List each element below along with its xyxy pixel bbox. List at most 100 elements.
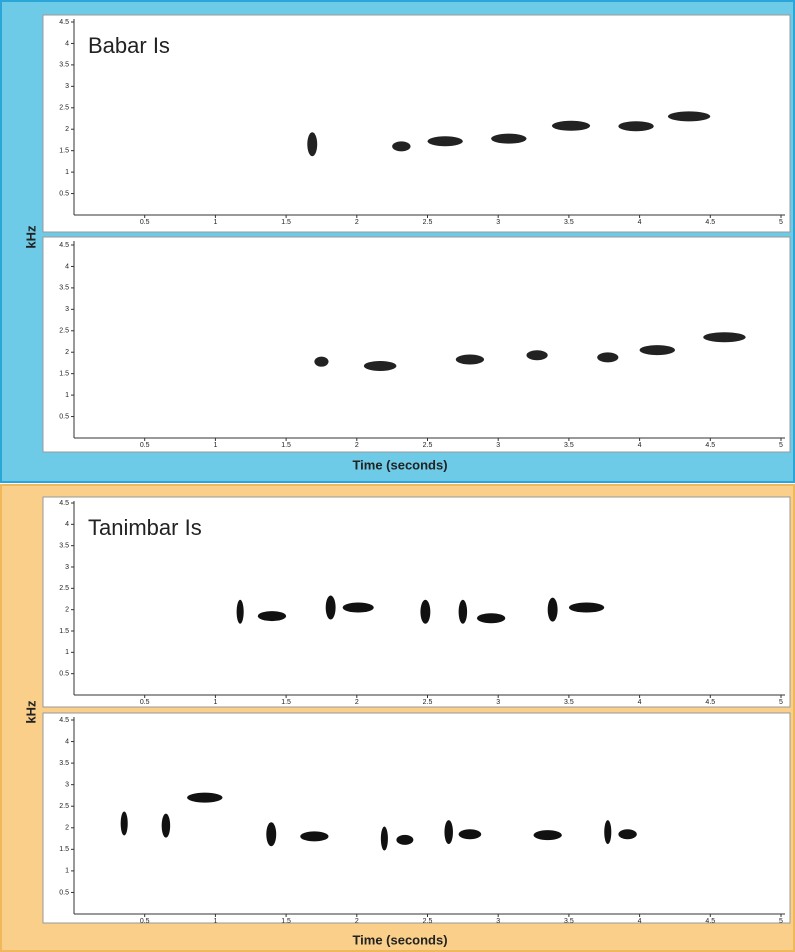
y-tick-label: 0.5 — [59, 413, 69, 420]
x-tick-label: 0.5 — [140, 219, 150, 226]
x-tick-label: 5 — [779, 699, 783, 706]
note — [526, 350, 548, 361]
note — [597, 352, 619, 363]
x-tick-label: 1 — [213, 219, 217, 226]
y-tick-label: 0.5 — [59, 190, 69, 197]
x-tick-label: 0.5 — [140, 442, 150, 449]
y-tick-label: 1.5 — [59, 628, 69, 635]
y-tick-label: 2.5 — [59, 585, 69, 592]
note — [667, 111, 711, 122]
note — [551, 120, 591, 131]
y-tick-label: 4 — [65, 521, 69, 528]
x-tick-label: 1 — [213, 699, 217, 706]
y-tick-label: 4 — [65, 738, 69, 745]
x-tick-label: 5 — [779, 442, 783, 449]
y-tick-label: 4.5 — [59, 500, 69, 507]
plot-frame — [42, 496, 791, 708]
note — [455, 354, 485, 365]
note — [639, 345, 675, 356]
x-tick-label: 4 — [638, 918, 642, 925]
x-tick-label: 2.5 — [423, 699, 433, 706]
x-tick-label: 3.5 — [564, 699, 574, 706]
y-tick-label: 3 — [65, 564, 69, 571]
y-tick-label: 3 — [65, 306, 69, 313]
note — [533, 830, 562, 841]
x-tick-label: 3 — [496, 219, 500, 226]
y-tick-label: 1.5 — [59, 371, 69, 378]
note — [342, 602, 374, 613]
note — [458, 599, 468, 624]
x-tick-label: 5 — [779, 219, 783, 226]
x-tick-label: 1 — [213, 918, 217, 925]
note — [604, 820, 612, 845]
x-tick-label: 1.5 — [281, 219, 291, 226]
x-tick-label: 4 — [638, 699, 642, 706]
y-tick-label: 1 — [65, 392, 69, 399]
note — [491, 133, 527, 144]
y-tick-label: 4.5 — [59, 19, 69, 26]
y-tick-label: 3.5 — [59, 760, 69, 767]
x-tick-label: 3 — [496, 918, 500, 925]
note — [257, 611, 287, 622]
y-tick-label: 0.5 — [59, 671, 69, 678]
y-tick-label: 1.5 — [59, 148, 69, 155]
y-tick-label: 2 — [65, 349, 69, 356]
x-tick-label: 2.5 — [423, 442, 433, 449]
note — [547, 597, 558, 622]
y-tick-label: 3.5 — [59, 285, 69, 292]
panel-title: Tanimbar Is — [88, 515, 202, 540]
x-tick-label: 4 — [638, 442, 642, 449]
y-tick-label: 2 — [65, 825, 69, 832]
note — [427, 136, 463, 147]
y-axis-label: kHz — [23, 700, 38, 724]
note — [161, 813, 171, 838]
note — [703, 332, 746, 343]
x-tick-label: 3.5 — [564, 918, 574, 925]
x-tick-label: 2 — [355, 918, 359, 925]
x-tick-label: 4.5 — [705, 442, 715, 449]
y-tick-label: 1 — [65, 169, 69, 176]
plot-frame — [42, 14, 791, 233]
y-tick-label: 2 — [65, 126, 69, 133]
note — [300, 831, 329, 842]
note — [266, 822, 277, 847]
y-tick-label: 3.5 — [59, 62, 69, 69]
x-tick-label: 4.5 — [705, 219, 715, 226]
x-tick-label: 4.5 — [705, 918, 715, 925]
y-tick-label: 2.5 — [59, 803, 69, 810]
x-tick-label: 4 — [638, 219, 642, 226]
note — [120, 811, 128, 836]
x-tick-label: 0.5 — [140, 699, 150, 706]
note — [396, 834, 414, 845]
x-tick-label: 1.5 — [281, 442, 291, 449]
y-tick-label: 4 — [65, 263, 69, 270]
y-tick-label: 4.5 — [59, 717, 69, 724]
x-tick-label: 3 — [496, 699, 500, 706]
plot-frame — [42, 712, 791, 924]
x-tick-label: 1.5 — [281, 918, 291, 925]
x-tick-label: 1 — [213, 442, 217, 449]
y-tick-label: 2 — [65, 607, 69, 614]
note — [392, 141, 411, 152]
note — [476, 613, 506, 624]
y-tick-label: 2.5 — [59, 328, 69, 335]
note — [420, 599, 431, 624]
y-tick-label: 3.5 — [59, 543, 69, 550]
note — [236, 599, 244, 624]
y-tick-label: 1 — [65, 868, 69, 875]
note — [307, 132, 318, 157]
x-tick-label: 2.5 — [423, 918, 433, 925]
note — [325, 595, 336, 620]
y-axis-label: kHz — [23, 225, 38, 249]
x-tick-label: 3.5 — [564, 219, 574, 226]
y-tick-label: 0.5 — [59, 889, 69, 896]
note — [458, 829, 482, 840]
note — [187, 792, 223, 803]
y-tick-label: 1 — [65, 649, 69, 656]
x-tick-label: 4.5 — [705, 699, 715, 706]
note — [618, 121, 654, 132]
x-axis-label: Time (seconds) — [352, 457, 447, 472]
note — [314, 356, 329, 367]
note — [380, 826, 388, 851]
